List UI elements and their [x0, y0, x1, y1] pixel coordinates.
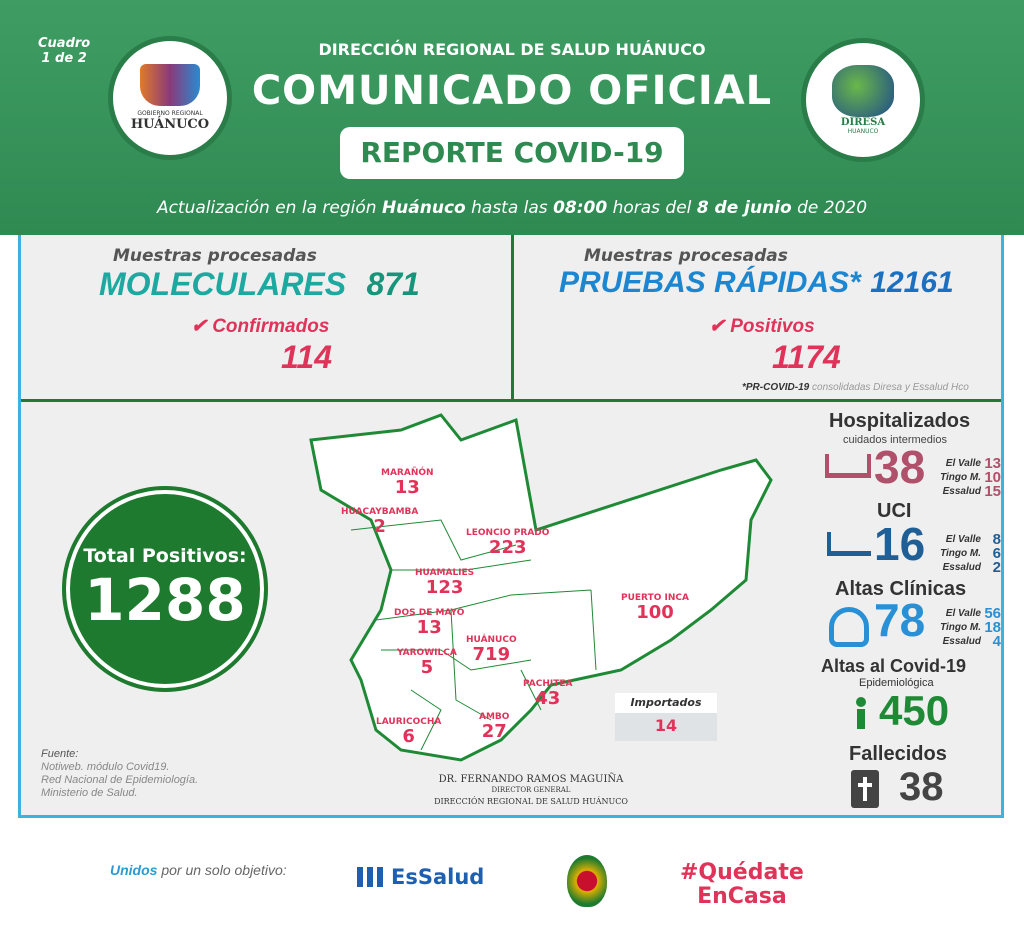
- map-outline: [309, 413, 773, 762]
- cuadro-label: Cuadro: [38, 36, 91, 51]
- molecular-label: Muestras procesadas: [113, 246, 317, 266]
- imported-label: Importados: [615, 693, 717, 713]
- total-value: 1288: [84, 566, 246, 634]
- rapid-line: PRUEBAS RÁPIDAS* 12161: [559, 266, 954, 299]
- confirmed-label: ✔ Confirmados: [191, 316, 330, 337]
- signature: DR. FERNANDO RAMOS MAGUIÑA DIRECTOR GENE…: [434, 774, 628, 806]
- update-line: Actualización en la región Huánuco hasta…: [156, 198, 868, 218]
- rapid-label: Muestras procesadas: [584, 246, 788, 266]
- logo-text: HUANUCO: [847, 128, 879, 135]
- total-label: Total Positivos:: [83, 545, 247, 567]
- source-note: Fuente: Notiweb. módulo Covid19. Red Naci…: [41, 748, 199, 799]
- deaths-total: 38: [899, 765, 944, 809]
- province-dos-de-mayo: DOS DE MAYO 13: [394, 608, 465, 638]
- quedate-en-casa: #Quédate EnCasa: [680, 860, 804, 909]
- logo-text: DIRESA: [840, 117, 886, 128]
- province-huanuco: HUÁNUCO 719: [466, 635, 517, 665]
- province-pachitea: PACHITEA 43: [523, 679, 573, 709]
- altas-covid-subtitle: Epidemiológica: [859, 677, 934, 689]
- page-indicator: Cuadro 1 de 2: [38, 36, 90, 66]
- footer: Unidos por un solo objetivo: EsSalud #Qu…: [0, 835, 1024, 935]
- imported-value: 14: [654, 716, 678, 735]
- hospitalized-values: 13 10 15: [984, 455, 1001, 500]
- province-huacaybamba: HUACAYBAMBA 2: [341, 507, 419, 537]
- altas-covid-total: 450: [879, 687, 950, 734]
- province-lauricocha: LAURICOCHA 6: [376, 717, 442, 747]
- check-icon: ✔: [191, 316, 207, 337]
- altas-values: 56 18 4: [984, 605, 1001, 650]
- rapid-panel: Muestras procesadas PRUEBAS RÁPIDAS* 121…: [514, 235, 1001, 402]
- province-huamalies: HUAMALIES 123: [415, 568, 475, 598]
- slogan: Unidos por un solo objetivo:: [110, 862, 287, 878]
- altas-total: 78: [874, 594, 926, 646]
- molecular-line: MOLECULARES 871: [99, 266, 420, 302]
- positive-value: 1174: [772, 339, 841, 375]
- cross-icon: [851, 770, 879, 808]
- province-borders: [350, 519, 597, 751]
- altas-labels: El Valle Tingo M. Essalud: [940, 608, 981, 647]
- altas-covid-title: Altas al Covid-19: [821, 656, 967, 676]
- family-icon: [357, 867, 387, 887]
- molecular-panel: Muestras procesadas MOLECULARES 871 ✔ Co…: [21, 235, 514, 402]
- logo-emblem-icon: [140, 64, 200, 106]
- province-maranon: MARAÑÓN 13: [381, 468, 434, 498]
- report-body: Muestras procesadas MOLECULARES 871 ✔ Co…: [18, 235, 1004, 818]
- org-name: DIRECCIÓN REGIONAL DE SALUD HUÁNUCO: [318, 40, 706, 59]
- coat-of-arms-logo: [567, 855, 607, 907]
- uci-labels: El Valle Tingo M. Essalud: [940, 534, 981, 573]
- header: Cuadro 1 de 2 GOBIERNO REGIONAL HUÁNUCO …: [0, 0, 1024, 235]
- deaths-title: Fallecidos: [849, 743, 947, 765]
- icu-bed-icon: [827, 532, 871, 556]
- positive-label: ✔ Positivos: [709, 316, 815, 337]
- uci-total: 16: [874, 518, 926, 570]
- uci-title: UCI: [877, 500, 912, 522]
- hospitalized-subtitle: cuidados intermedios: [843, 434, 947, 446]
- huanuco-map: [309, 413, 773, 762]
- province-ambo: AMBO 27: [479, 712, 510, 742]
- logo-text: GOBIERNO REGIONAL: [137, 110, 203, 117]
- province-puerto-inca: PUERTO INCA 100: [621, 593, 689, 623]
- hospitalized-labels: El Valle Tingo M. Essalud: [940, 458, 981, 497]
- wheelchair-icon: [829, 607, 869, 647]
- essalud-logo: EsSalud: [357, 865, 484, 889]
- diresa-logo: DIRESA HUANUCO: [801, 38, 925, 162]
- hospitalized-total: 38: [874, 441, 926, 493]
- imported-box: Importados 14: [615, 693, 717, 741]
- altas-title: Altas Clínicas: [835, 578, 967, 600]
- logo-text: HUÁNUCO: [130, 117, 210, 132]
- hospital-bed-icon: [825, 454, 871, 478]
- province-yarowilca: YAROWILCA 5: [397, 648, 457, 678]
- logo-family-icon: [832, 65, 894, 117]
- page-title: COMUNICADO OFICIAL: [251, 68, 773, 114]
- hospitalized-title: Hospitalizados: [829, 410, 971, 432]
- province-leoncio-prado: LEONCIO PRADO 223: [466, 528, 550, 558]
- total-positives-badge: Total Positivos: 1288: [66, 490, 264, 688]
- rapid-note: *PR-COVID-19 consolidadas Diresa y Essal…: [742, 382, 969, 393]
- confirmed-value: 114: [281, 339, 333, 375]
- check-icon: ✔: [709, 316, 725, 337]
- person-walking-icon: [851, 697, 871, 729]
- report-badge: REPORTE COVID-19: [340, 127, 684, 179]
- gobierno-regional-logo: GOBIERNO REGIONAL HUÁNUCO: [108, 36, 232, 160]
- cuadro-page: 1 de 2: [41, 51, 87, 66]
